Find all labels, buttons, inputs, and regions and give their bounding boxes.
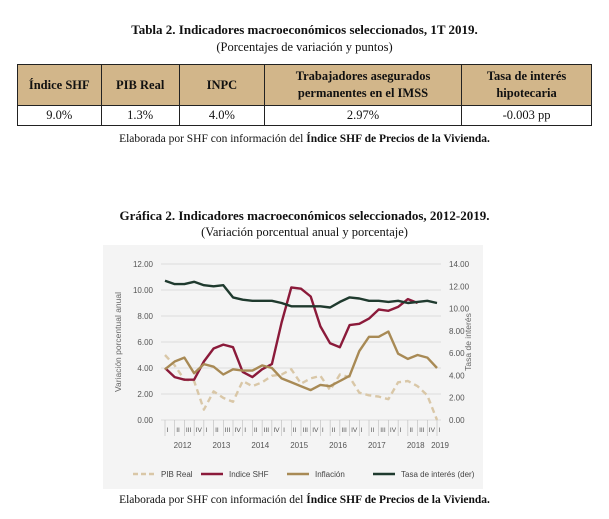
- x-tick-quarter: I: [361, 427, 363, 434]
- legend-label: Inflación: [315, 470, 345, 479]
- chart-title: Gráfica 2. Indicadores macroeconómicos s…: [119, 208, 490, 223]
- series-line: [164, 330, 438, 392]
- x-tick-quarter: II: [176, 427, 180, 434]
- series-line: [164, 286, 419, 381]
- x-tick-quarter: I: [400, 427, 402, 434]
- x-tick-quarter: I: [244, 427, 246, 434]
- y-axis-label-right: Tasa de interés: [463, 313, 473, 371]
- x-tick-quarter: I: [322, 427, 324, 434]
- x-tick-quarter: I: [283, 427, 285, 434]
- y-tick-right: 6.00: [449, 349, 465, 358]
- cell-pib-real: 1.3%: [100, 105, 180, 126]
- x-tick-quarter: IV: [273, 427, 280, 434]
- cell-indice-shf: 9.0%: [17, 105, 102, 126]
- y-tick-right: 0.00: [449, 416, 465, 425]
- x-tick-quarter: II: [254, 427, 258, 434]
- table-row: 9.0% 1.3% 4.0% 2.97% -0.003 pp: [17, 105, 592, 126]
- x-tick-quarter: II: [371, 427, 375, 434]
- y-tick-left: 2.00: [137, 390, 153, 399]
- x-tick-quarter: I: [167, 427, 169, 434]
- x-tick-quarter: III: [380, 427, 386, 434]
- table-subtitle: (Porcentajes de variación y puntos): [216, 40, 393, 54]
- x-tick-quarter: II: [293, 427, 297, 434]
- col-header-inpc: INPC: [178, 64, 265, 106]
- series-line: [164, 279, 438, 309]
- x-tick-quarter: IV: [312, 427, 319, 434]
- legend-label: Indice SHF: [229, 470, 269, 479]
- x-tick-quarter: I: [439, 427, 441, 434]
- x-tick-quarter: III: [186, 427, 192, 434]
- x-tick-quarter: I: [205, 427, 207, 434]
- x-tick-quarter: IV: [390, 427, 397, 434]
- chart-subtitle: (Variación porcentual anual y porcentaje…: [201, 225, 408, 239]
- x-tick-quarter: IV: [235, 427, 242, 434]
- y-tick-right: 14.00: [449, 260, 470, 269]
- indicators-table: Índice SHF PIB Real INPC Trabajadores as…: [17, 64, 592, 126]
- chart-source-note: Elaborada por SHF con información del Ín…: [119, 494, 490, 506]
- x-tick-quarter: III: [303, 427, 309, 434]
- y-tick-left: 8.00: [137, 312, 153, 321]
- x-tick-quarter: IV: [196, 427, 203, 434]
- x-tick-quarter: III: [419, 427, 425, 434]
- x-tick-year: 2017: [368, 441, 386, 450]
- legend-label: Tasa de interés (der): [401, 470, 475, 479]
- y-tick-left: 6.00: [137, 338, 153, 347]
- cell-inpc: 4.0%: [178, 105, 265, 126]
- y-tick-right: 2.00: [449, 394, 465, 403]
- x-tick-year: 2019: [431, 441, 449, 450]
- y-axis-label-left: Variación porcentual anual: [113, 292, 123, 392]
- x-tick-quarter: IV: [429, 427, 436, 434]
- series-line: [164, 354, 439, 421]
- table-source-note: Elaborada por SHF con información del Ín…: [119, 133, 490, 145]
- y-tick-right: 12.00: [449, 282, 470, 291]
- cell-tasa-interes: -0.003 pp: [461, 105, 592, 126]
- y-tick-left: 4.00: [137, 364, 153, 373]
- x-tick-year: 2012: [174, 441, 192, 450]
- legend-label: PIB Real: [161, 470, 193, 479]
- x-tick-quarter: II: [215, 427, 219, 434]
- cell-trabajadores-imss: 2.97%: [263, 105, 463, 126]
- col-header-indice-shf: Índice SHF: [17, 64, 102, 106]
- y-tick-left: 12.00: [133, 260, 154, 269]
- x-tick-quarter: IV: [351, 427, 358, 434]
- x-tick-quarter: III: [225, 427, 231, 434]
- y-tick-right: 8.00: [449, 327, 465, 336]
- x-tick-quarter: II: [409, 427, 413, 434]
- x-tick-quarter: II: [332, 427, 336, 434]
- x-tick-year: 2015: [290, 441, 308, 450]
- y-tick-right: 10.00: [449, 305, 470, 314]
- x-tick-year: 2013: [213, 441, 231, 450]
- line-chart: 0.00 2.00 4.00 6.00 8.00 10.00 12.00 0.00 2.00 4.…: [113, 260, 475, 479]
- x-tick-year: 2018: [407, 441, 425, 450]
- x-tick-year: 2016: [329, 441, 347, 450]
- x-tick-year: 2014: [251, 441, 269, 450]
- col-header-pib-real: PIB Real: [100, 64, 180, 106]
- y-tick-right: 4.00: [449, 371, 465, 380]
- y-tick-left: 10.00: [133, 286, 154, 295]
- chart-area: 0.00 2.00 4.00 6.00 8.00 10.00 12.00 0.00 2.00 4.…: [103, 245, 483, 489]
- y-tick-left: 0.00: [137, 416, 153, 425]
- col-header-tasa-interes: Tasa de interés hipotecaria: [461, 64, 592, 106]
- table-title: Tabla 2. Indicadores macroeconómicos sel…: [131, 22, 478, 37]
- col-header-trabajadores-imss: Trabajadores asegurados permanentes en e…: [263, 64, 463, 106]
- x-tick-quarter: III: [264, 427, 270, 434]
- x-tick-quarter: III: [341, 427, 347, 434]
